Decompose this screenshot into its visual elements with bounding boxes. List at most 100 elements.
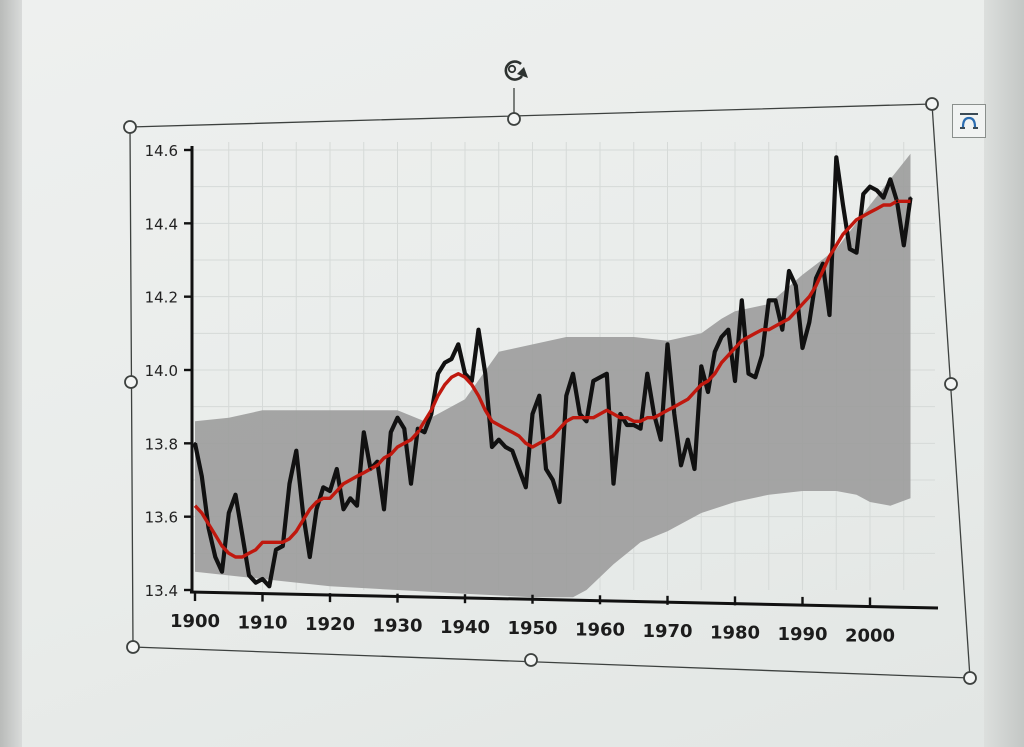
data-point	[902, 244, 905, 247]
data-point	[450, 357, 453, 361]
data-point	[362, 431, 365, 434]
data-point	[868, 185, 872, 188]
data-point	[457, 343, 460, 346]
resize-handle-bottom[interactable]	[524, 653, 538, 667]
data-point	[463, 372, 467, 375]
data-point	[349, 497, 352, 500]
data-point	[693, 467, 696, 471]
data-point	[882, 196, 885, 199]
data-point	[774, 299, 777, 302]
data-point	[274, 548, 278, 551]
rotate-icon-arc	[504, 60, 524, 81]
series-lines	[192, 155, 913, 589]
data-point	[423, 431, 426, 434]
data-point	[909, 196, 912, 199]
data-point	[787, 269, 791, 273]
data-point	[214, 555, 217, 559]
data-point	[382, 508, 386, 511]
resize-handle-bottom-left[interactable]	[126, 640, 140, 654]
x-tick-label: 1920	[305, 614, 355, 635]
data-point	[241, 533, 244, 537]
data-point	[328, 489, 332, 493]
layout-options-button[interactable]	[952, 104, 986, 138]
data-point	[700, 365, 703, 368]
data-point	[389, 431, 392, 434]
data-point	[619, 412, 622, 416]
data-point	[295, 449, 298, 452]
data-point	[517, 467, 521, 471]
data-point	[760, 354, 764, 357]
layout-options-icon	[960, 113, 978, 129]
data-point	[733, 379, 737, 383]
data-point	[598, 376, 602, 379]
y-tick-label: 13.4	[145, 582, 178, 600]
x-tick-label: 1940	[440, 617, 490, 638]
data-point	[497, 438, 500, 441]
resize-handle-bottom-right[interactable]	[963, 671, 977, 685]
resize-handle-left[interactable]	[124, 375, 138, 389]
data-point	[578, 412, 581, 416]
rotate-icon-arrow	[517, 67, 528, 78]
data-point	[666, 343, 669, 346]
data-point	[551, 478, 554, 482]
data-point	[234, 493, 237, 496]
data-point	[713, 350, 716, 353]
monitor-bezel-left	[0, 0, 22, 747]
x-tick-label: 1990	[777, 624, 827, 645]
data-point	[841, 203, 845, 207]
data-point	[706, 390, 710, 394]
smoothed-temperature-line	[193, 199, 911, 559]
data-point	[301, 511, 305, 515]
data-point	[727, 328, 730, 331]
resize-handle-top[interactable]	[507, 112, 521, 126]
data-point	[862, 192, 865, 196]
y-tick-label: 13.8	[145, 435, 178, 453]
data-point	[585, 420, 588, 423]
data-point	[652, 412, 656, 416]
data-point	[416, 427, 419, 430]
data-point	[814, 277, 818, 280]
data-point	[207, 526, 210, 529]
data-point	[193, 442, 197, 445]
data-point	[396, 416, 399, 419]
data-point	[625, 423, 629, 427]
data-point	[639, 427, 642, 430]
resize-handle-right[interactable]	[944, 377, 958, 391]
data-point	[835, 156, 838, 159]
data-point	[490, 445, 494, 449]
data-point	[875, 189, 878, 192]
data-point	[443, 361, 446, 364]
data-point	[288, 482, 291, 485]
data-point	[484, 372, 487, 375]
data-point	[855, 251, 858, 254]
data-point	[571, 372, 575, 375]
x-tick-label: 1950	[507, 618, 557, 639]
data-point	[308, 555, 311, 559]
data-point	[889, 178, 892, 181]
monitor-bezel-right	[984, 0, 1024, 747]
selection-frame[interactable]	[123, 60, 977, 685]
data-point	[646, 372, 649, 375]
data-point	[605, 372, 608, 375]
data-point	[673, 412, 676, 416]
resize-handle-top-right[interactable]	[925, 97, 939, 111]
x-tick-label: 1970	[642, 621, 692, 642]
uncertainty-band	[195, 153, 911, 598]
data-point	[322, 486, 325, 489]
rotate-icon-center	[507, 64, 517, 74]
data-point	[504, 445, 507, 449]
resize-handle-top-left[interactable]	[123, 120, 137, 134]
rotate-icon[interactable]	[504, 60, 528, 81]
data-point	[376, 460, 379, 463]
data-point	[281, 544, 284, 548]
data-point	[430, 412, 433, 416]
y-tick-label: 14.6	[145, 142, 178, 160]
data-point	[686, 438, 689, 441]
data-point	[436, 372, 440, 375]
data-point	[720, 335, 723, 339]
data-point	[821, 262, 824, 265]
x-tick-label: 1930	[372, 615, 422, 636]
data-point	[781, 328, 784, 331]
